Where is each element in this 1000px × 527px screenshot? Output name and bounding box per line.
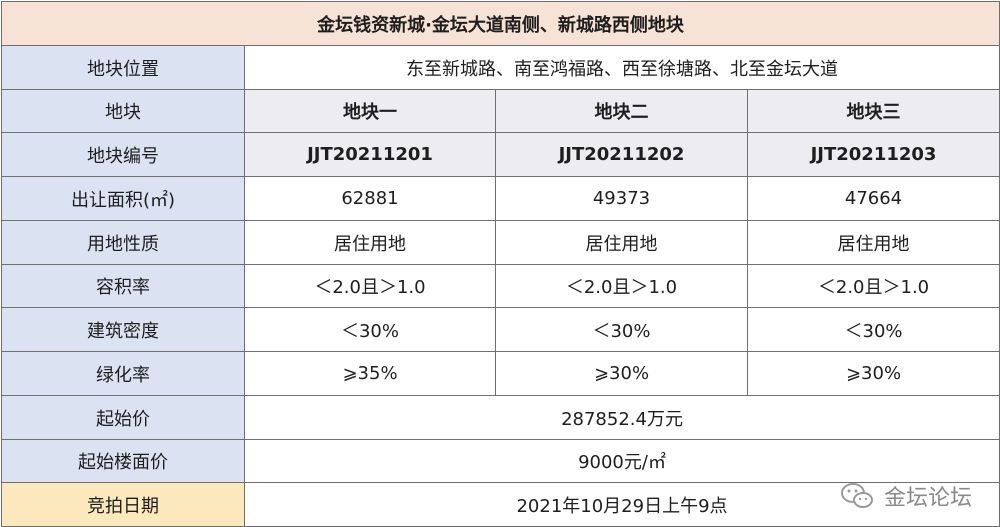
plot-far: ＜2.0且＞1.0 <box>495 264 748 308</box>
plot-far: ＜2.0且＞1.0 <box>746 264 1000 308</box>
plot-usage: 居住用地 <box>746 220 1000 265</box>
plot-density: ＜30% <box>746 307 1000 352</box>
green-label: 绿化率 <box>1 351 245 396</box>
floor-price-row: 起始楼面价 9000元/㎡ <box>1 439 1000 483</box>
title-row: 金坛钱资新城·金坛大道南侧、新城路西侧地块 <box>0 1 1000 46</box>
watermark: 金坛论坛 <box>840 480 972 512</box>
usage-label: 用地性质 <box>1 220 245 265</box>
plot-green-rate: ⩾30% <box>746 351 1000 396</box>
plot-green-rate: ⩾35% <box>244 351 496 396</box>
plot-green-rate: ⩾30% <box>495 351 748 396</box>
location-value: 东至新城路、南至鸿福路、西至徐塘路、北至金坛大道 <box>243 45 1000 90</box>
start-price-label: 起始价 <box>1 395 245 440</box>
density-row: 建筑密度 ＜30% ＜30% ＜30% <box>1 307 1000 352</box>
far-row: 容积率 ＜2.0且＞1.0 ＜2.0且＞1.0 ＜2.0且＞1.0 <box>1 264 1000 308</box>
start-price-row: 起始价 287852.4万元 <box>1 395 1000 440</box>
location-label: 地块位置 <box>1 45 245 90</box>
plot-area: 62881 <box>244 176 496 221</box>
plot-usage: 居住用地 <box>244 220 496 265</box>
plot-row: 地块 地块一 地块二 地块三 <box>1 89 1000 133</box>
green-row: 绿化率 ⩾35% ⩾30% ⩾30% <box>1 351 1000 396</box>
plot-code: JJT20211203 <box>746 132 1000 177</box>
plot-area: 49373 <box>495 176 748 221</box>
plot-density: ＜30% <box>244 307 496 352</box>
auction-date-value: 2021年10月29日上午9点 <box>243 482 1000 527</box>
plot-label: 地块 <box>1 89 245 133</box>
floor-price-value: 9000元/㎡ <box>243 439 1000 483</box>
watermark-text: 金坛论坛 <box>883 486 972 511</box>
auction-date-label: 竞拍日期 <box>1 482 245 527</box>
floor-price-label: 起始楼面价 <box>1 439 245 483</box>
far-label: 容积率 <box>1 264 245 308</box>
area-row: 出让面积(㎡) 62881 49373 47664 <box>1 176 1000 221</box>
location-row: 地块位置 东至新城路、南至鸿福路、西至徐塘路、北至金坛大道 <box>1 45 1000 90</box>
plot-name: 地块三 <box>746 89 1000 133</box>
auction-date-row: 竞拍日期 2021年10月29日上午9点 <box>1 482 1000 527</box>
start-price-value: 287852.4万元 <box>243 395 1000 440</box>
code-label: 地块编号 <box>1 132 245 177</box>
density-label: 建筑密度 <box>1 307 245 352</box>
plot-code: JJT20211202 <box>495 132 748 177</box>
plot-area: 47664 <box>746 176 1000 221</box>
plot-code: JJT20211201 <box>244 132 496 177</box>
code-row: 地块编号 JJT20211201 JJT20211202 JJT20211203 <box>1 132 1000 177</box>
plot-name: 地块一 <box>244 89 496 133</box>
plot-density: ＜30% <box>495 307 748 352</box>
area-label: 出让面积(㎡) <box>1 176 245 221</box>
table-title: 金坛钱资新城·金坛大道南侧、新城路西侧地块 <box>0 1 1000 46</box>
usage-row: 用地性质 居住用地 居住用地 居住用地 <box>1 220 1000 265</box>
wechat-icon <box>840 483 873 508</box>
plot-name: 地块二 <box>495 89 748 133</box>
plot-far: ＜2.0且＞1.0 <box>244 264 496 308</box>
plot-usage: 居住用地 <box>495 220 748 265</box>
